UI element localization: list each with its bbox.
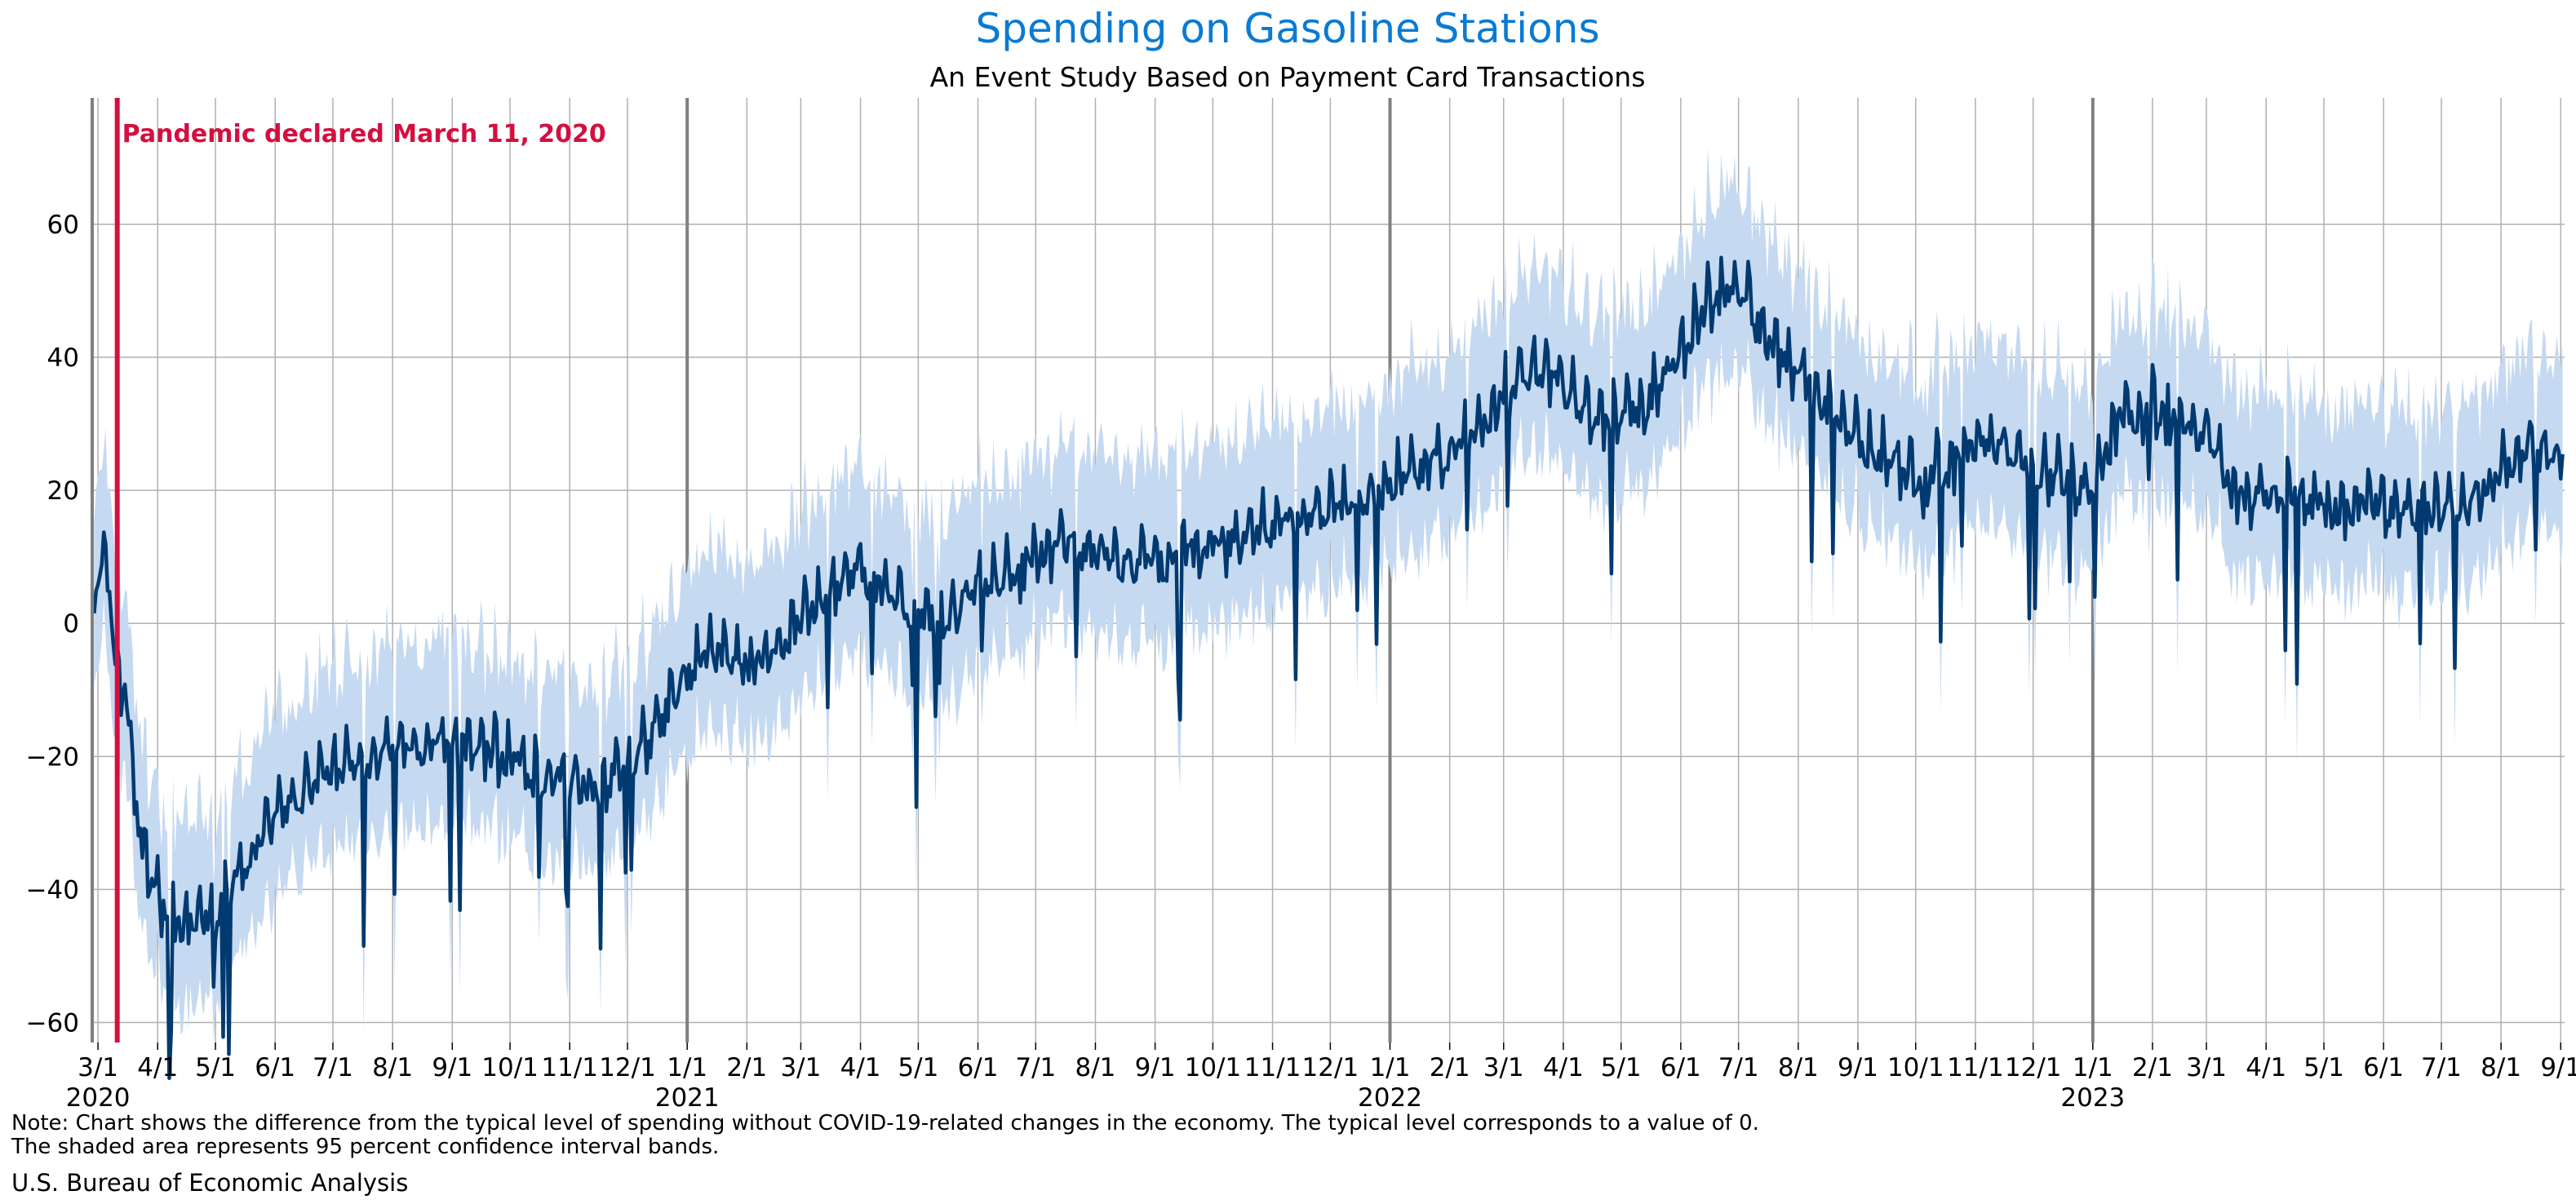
chart-title: Spending on Gasoline Stations [975,5,1599,52]
x-tick-label: 10/1 [1887,1053,1944,1082]
x-tick-label: 10/1 [1185,1053,1242,1082]
x-tick-label: 1/1 [1370,1053,1411,1082]
y-tick-label: −60 [26,1009,79,1038]
confidence-band-layer [94,147,2563,1042]
y-tick-label: 0 [63,609,79,639]
x-tick-label: 7/1 [1015,1053,1056,1082]
annotation-layer: Pandemic declared March 11, 2020 [114,98,606,1042]
x-tick-label: 8/1 [1778,1053,1819,1082]
y-tick-label: −40 [26,875,79,905]
note-line-1: Note: Chart shows the difference from th… [11,1111,1759,1135]
x-tick-label: 6/1 [255,1053,295,1082]
x-tick-label: 5/1 [2303,1053,2344,1082]
confidence-interval-band [94,147,2563,1042]
x-year-label: 2020 [66,1083,131,1113]
x-tick-label: 9/1 [1838,1053,1878,1082]
x-tick-label: 5/1 [195,1053,236,1082]
x-tick-label: 4/1 [137,1053,178,1082]
x-tick-label: 9/1 [1135,1053,1176,1082]
x-tick-label: 12/1 [599,1053,656,1082]
x-tick-label: 8/1 [2481,1053,2521,1082]
source-label: U.S. Bureau of Economic Analysis [11,1169,408,1197]
x-tick-label: 10/1 [481,1053,539,1082]
pandemic-annotation-label: Pandemic declared March 11, 2020 [122,120,606,148]
y-tick-label: 20 [47,476,79,506]
x-tick-label: 8/1 [372,1053,413,1082]
x-year-label: 2021 [655,1083,720,1113]
x-tick-label: 2/1 [726,1053,767,1082]
x-tick-label: 3/1 [780,1053,821,1082]
x-tick-label: 2/1 [2132,1053,2173,1082]
x-tick-label: 5/1 [1601,1053,1642,1082]
x-tick-label: 6/1 [1660,1053,1701,1082]
x-tick-label: 6/1 [2363,1053,2404,1082]
x-tick-label: 3/1 [78,1053,118,1082]
x-year-label: 2022 [1358,1083,1422,1113]
x-tick-label: 3/1 [1483,1053,1524,1082]
x-tick-label: 4/1 [840,1053,881,1082]
x-tick-label: 11/1 [1244,1053,1301,1082]
spending-series-line [92,255,2565,1081]
y-tick-label: 40 [47,343,79,373]
y-tick-label: −20 [26,742,79,772]
x-tick-label: 7/1 [313,1053,353,1082]
x-tick-label: 11/1 [541,1053,598,1082]
x-tick-label: 2/1 [1430,1053,1470,1082]
x-tick-label: 7/1 [2421,1053,2462,1082]
x-year-label: 2023 [2060,1083,2125,1113]
x-tick-label: 9/1 [2540,1053,2576,1082]
x-tick-label: 12/1 [2005,1053,2062,1082]
x-tick-label: 1/1 [2073,1053,2113,1082]
x-tick-label: 12/1 [1302,1053,1359,1082]
x-tick-label: 4/1 [2246,1053,2286,1082]
chart-subtitle: An Event Study Based on Payment Card Tra… [930,61,1646,93]
note-line-2: The shaded area represents 95 percent co… [11,1135,719,1159]
x-tick-label: 6/1 [958,1053,999,1082]
x-tick-label: 1/1 [667,1053,707,1082]
x-tick-label: 11/1 [1947,1053,2004,1082]
x-tick-label: 4/1 [1543,1053,1584,1082]
x-tick-label: 5/1 [898,1053,938,1082]
x-tick-label: 9/1 [432,1053,472,1082]
x-tick-label: 8/1 [1075,1053,1116,1082]
series-line-layer [92,255,2565,1081]
x-tick-label: 7/1 [1718,1053,1759,1082]
x-tick-label: 3/1 [2186,1053,2227,1082]
y-tick-label: 60 [47,210,79,240]
